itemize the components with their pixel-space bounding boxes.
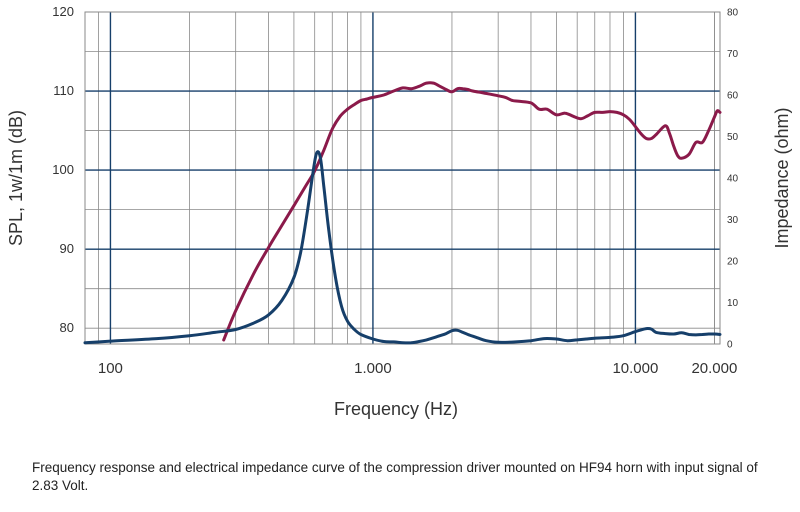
y-left-tick-label: 90 (60, 241, 74, 256)
figure-caption: Frequency response and electrical impeda… (32, 460, 758, 493)
major-grid (85, 12, 720, 344)
y-right-tick-label: 40 (727, 174, 739, 185)
impedance-curve (83, 150, 722, 345)
y-left-tick-label: 120 (52, 4, 74, 19)
y-right-tick-label: 70 (727, 49, 739, 60)
y-axis-left-title: SPL, 1w/1m (dB) (6, 110, 26, 246)
x-tick-label: 20.000 (691, 360, 737, 377)
right-axis-ticks: 0 10 20 30 40 50 60 70 80 (727, 8, 739, 351)
x-axis-ticks: 100 1.000 10.000 20.000 (98, 360, 737, 377)
spl-curve (222, 81, 722, 342)
y-left-tick-label: 80 (60, 320, 74, 335)
x-tick-label: 10.000 (612, 360, 658, 377)
x-tick-label: 1.000 (354, 360, 392, 377)
y-right-tick-label: 50 (727, 132, 739, 143)
left-axis-ticks: 80 90 100 110 120 (52, 4, 74, 335)
y-right-tick-label: 30 (727, 215, 739, 226)
plot-frame (84, 11, 721, 345)
frequency-response-chart: 80 90 100 110 120 0 10 20 30 40 50 60 70 80 100 1.000… (6, 4, 792, 419)
x-axis-title: Frequency (Hz) (334, 399, 458, 419)
y-right-tick-label: 60 (727, 91, 739, 102)
y-left-tick-label: 110 (53, 83, 74, 98)
y-right-tick-label: 0 (727, 340, 733, 351)
y-axis-right-title: Impedance (ohm) (772, 107, 792, 248)
minor-grid (84, 11, 720, 344)
y-right-tick-label: 20 (727, 257, 739, 268)
y-left-tick-label: 100 (52, 162, 74, 177)
y-right-tick-label: 80 (727, 8, 739, 19)
series-layer (83, 81, 722, 345)
y-right-tick-label: 10 (727, 298, 739, 309)
x-tick-label: 100 (98, 360, 123, 377)
